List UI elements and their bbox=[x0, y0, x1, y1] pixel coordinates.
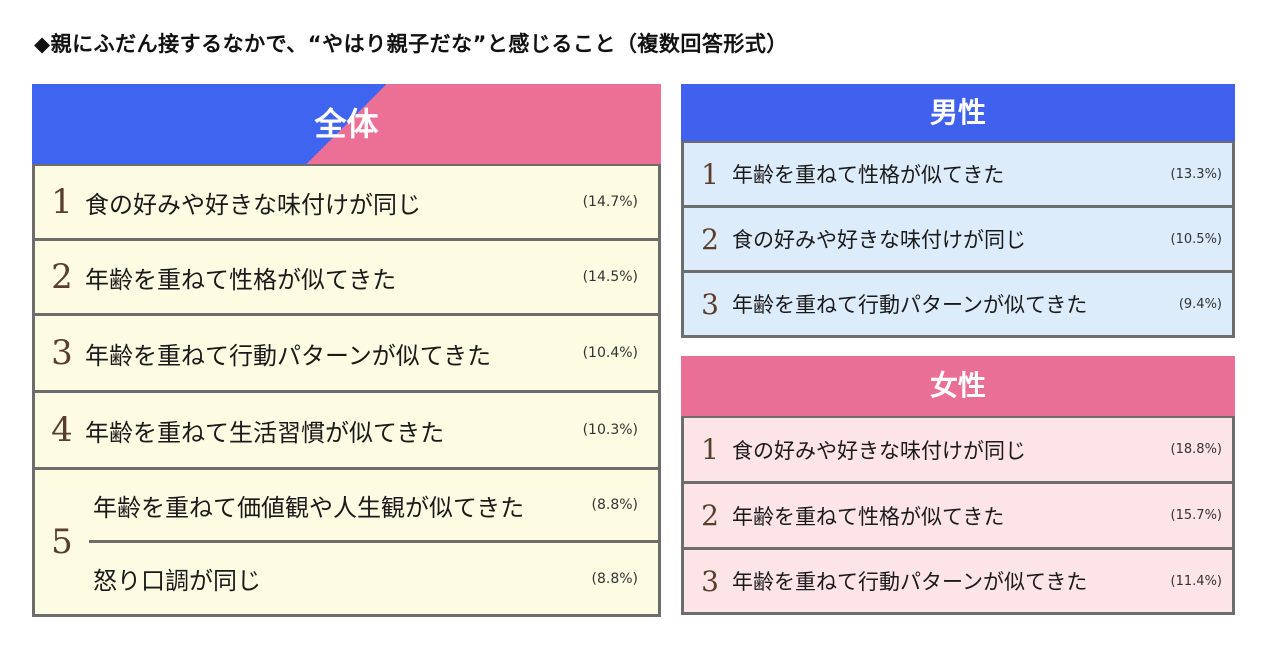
rank-number: 4 bbox=[51, 410, 73, 450]
row-percentage: (10.5%) bbox=[1170, 231, 1222, 247]
overall-rank-5: 5 bbox=[35, 470, 89, 614]
row-text: 食の好みや好きな味付けが同じ bbox=[85, 190, 421, 219]
overall-header: 全体 bbox=[32, 84, 661, 164]
row-percentage: (10.4%) bbox=[582, 345, 638, 361]
male-row-1: 1 年齢を重ねて性格が似てきた (13.3%) bbox=[684, 143, 1232, 205]
rank-number: 2 bbox=[701, 499, 719, 532]
male-header: 男性 bbox=[681, 84, 1235, 141]
rank-number: 1 bbox=[701, 433, 719, 466]
row-percentage: (13.3%) bbox=[1170, 166, 1222, 182]
female-row-2: 2 年齢を重ねて性格が似てきた (15.7%) bbox=[684, 484, 1232, 547]
overall-row-2: 2 年齢を重ねて性格が似てきた (14.5%) bbox=[35, 241, 658, 313]
female-row-3: 3 年齢を重ねて行動パターンが似てきた (11.4%) bbox=[684, 550, 1232, 612]
rank-number: 3 bbox=[701, 564, 719, 598]
rank-number: 3 bbox=[701, 287, 719, 321]
row-percentage: (11.4%) bbox=[1170, 573, 1222, 589]
overall-row-3: 3 年齢を重ねて行動パターンが似てきた (10.4%) bbox=[35, 316, 658, 390]
rank-number: 2 bbox=[701, 222, 719, 256]
female-header-label: 女性 bbox=[929, 369, 986, 402]
row-text: 食の好みや好きな味付けが同じ bbox=[732, 438, 1026, 463]
row-text: 年齢を重ねて価値観や人生観が似てきた bbox=[93, 493, 525, 522]
male-row-2: 2 食の好みや好きな味付けが同じ (10.5%) bbox=[684, 208, 1232, 270]
female-header: 女性 bbox=[681, 356, 1235, 416]
rank-number: 3 bbox=[51, 333, 73, 373]
row-percentage: (10.3%) bbox=[582, 422, 638, 438]
female-panel: 女性 1 食の好みや好きな味付けが同じ (18.8%) 2 年齢を重ねて性格が似… bbox=[681, 356, 1235, 615]
male-panel: 男性 1 年齢を重ねて性格が似てきた (13.3%) 2 食の好みや好きな味付け… bbox=[681, 84, 1235, 338]
rank-number: 1 bbox=[701, 157, 719, 191]
row-text: 年齢を重ねて行動パターンが似てきた bbox=[85, 341, 492, 370]
row-percentage: (18.8%) bbox=[1170, 442, 1222, 457]
row-text: 年齢を重ねて行動パターンが似てきた bbox=[732, 570, 1088, 594]
row-text: 怒り口調が同じ bbox=[93, 567, 261, 595]
row-text: 年齢を重ねて性格が似てきた bbox=[732, 163, 1005, 187]
row-percentage: (8.8%) bbox=[591, 497, 639, 513]
row-text: 食の好みや好きな味付けが同じ bbox=[732, 228, 1026, 252]
row-text: 年齢を重ねて生活習慣が似てきた bbox=[85, 418, 445, 447]
row-percentage: (14.5%) bbox=[582, 269, 638, 285]
male-header-label: 男性 bbox=[929, 96, 986, 129]
rank-number: 2 bbox=[51, 257, 73, 297]
overall-row-1: 1 食の好みや好きな味付けが同じ (14.7%) bbox=[35, 166, 658, 238]
row-percentage: (15.7%) bbox=[1170, 508, 1222, 523]
rank-number: 1 bbox=[51, 182, 73, 222]
overall-row-4: 4 年齢を重ねて生活習慣が似てきた (10.3%) bbox=[35, 393, 658, 467]
overall-header-label: 全体 bbox=[314, 105, 379, 143]
overall-row-5b: 怒り口調が同じ (8.8%) bbox=[89, 543, 658, 614]
row-text: 年齢を重ねて性格が似てきた bbox=[732, 504, 1005, 529]
row-percentage: (14.7%) bbox=[582, 194, 638, 210]
overall-row-5a: 年齢を重ねて価値観や人生観が似てきた (8.8%) bbox=[89, 470, 658, 540]
female-row-1: 1 食の好みや好きな味付けが同じ (18.8%) bbox=[684, 418, 1232, 481]
row-text: 年齢を重ねて行動パターンが似てきた bbox=[732, 293, 1088, 317]
male-row-3: 3 年齢を重ねて行動パターンが似てきた (9.4%) bbox=[684, 273, 1232, 335]
overall-panel: 全体 1 食の好みや好きな味付けが同じ (14.7%) 2 年齢を重ねて性格が似… bbox=[32, 84, 661, 617]
page-title: ◆親にふだん接するなかで、“やはり親子だな”と感じること（複数回答形式） bbox=[34, 32, 788, 56]
row-percentage: (8.8%) bbox=[591, 570, 639, 587]
row-text: 年齢を重ねて性格が似てきた bbox=[85, 265, 397, 294]
row-percentage: (9.4%) bbox=[1178, 296, 1222, 312]
